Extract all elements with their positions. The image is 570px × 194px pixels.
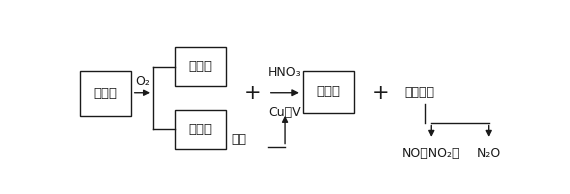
Text: 环己锐: 环己锐 (189, 123, 213, 136)
Bar (80, 71, 131, 116)
Text: +: + (372, 83, 389, 103)
Text: N₂O: N₂O (477, 146, 501, 159)
Bar (303, 71, 354, 113)
Text: 环己醇: 环己醇 (189, 60, 213, 73)
Text: 己二酸: 己二酸 (316, 86, 340, 99)
Text: 氧化: 氧化 (231, 133, 247, 146)
Text: 氮氧化物: 氮氧化物 (405, 86, 435, 99)
Text: 环己烷: 环己烷 (93, 87, 117, 100)
Bar (175, 47, 226, 86)
Text: O₂: O₂ (136, 75, 150, 88)
Bar (175, 110, 226, 149)
Text: +: + (243, 83, 261, 103)
Text: HNO₃: HNO₃ (268, 66, 302, 79)
Text: NO、NO₂等: NO、NO₂等 (402, 146, 461, 159)
Text: Cu、V: Cu、V (268, 106, 302, 119)
